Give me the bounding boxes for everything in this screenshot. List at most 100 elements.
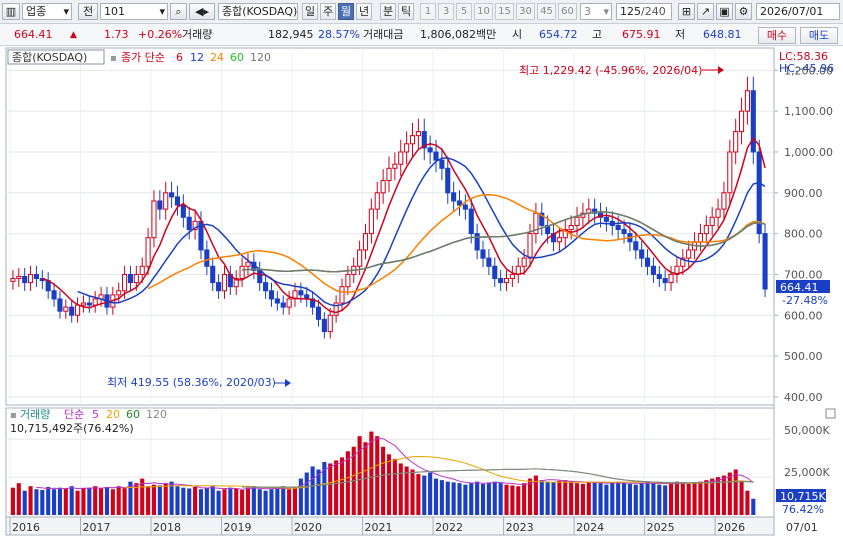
market-select[interactable]: 업종 ▾ [22,3,72,20]
volume-bar [275,486,280,515]
candle-body [174,196,181,206]
ma120-legend: 120 [250,51,271,64]
volume-bar [292,487,298,515]
tab-period-year[interactable]: 년 [356,3,372,20]
prev-button[interactable]: 전 [78,3,98,20]
tab-period-month[interactable]: 월 [338,3,354,20]
time-axis-bg [5,516,775,536]
min-annotation: 최저 419.55 (58.36%, 2020/03) [107,376,276,389]
candle-body [163,192,169,210]
vma5-legend: 5 [92,408,99,421]
interval-5[interactable]: 5 [456,3,472,20]
grid-settings-icon[interactable]: ⊞ [678,3,695,20]
buy-button[interactable]: 매수 [758,27,796,44]
volume-bar [422,475,427,515]
volume-bar [257,489,262,515]
price-panel-title[interactable]: 종합(KOSDAQ) [12,51,87,64]
interval-10[interactable]: 10 [474,3,493,20]
chart-area[interactable]: 종합(KOSDAQ) ▪ 종가 단순 6 12 24 60 120 LC:58.… [0,46,843,537]
volume-bar [287,489,292,515]
interval-30[interactable]: 30 [516,3,535,20]
candle-body [603,216,609,222]
hc-label: HC:-45.96 [779,62,834,75]
tab-period-tick[interactable]: 틱 [398,3,414,20]
candle-body [380,180,386,194]
panel-close-icon[interactable] [825,408,836,419]
candle-body [480,249,486,259]
tab-period-week[interactable]: 주 [320,3,336,20]
interval-15[interactable]: 15 [495,3,514,20]
candle-body [145,237,151,267]
sell-button[interactable]: 매도 [800,27,838,44]
ma24-legend: 24 [210,51,224,64]
gear-icon[interactable]: ⚙ [735,3,752,20]
volume-bar [610,483,615,515]
volume-bar [721,475,726,515]
trend-tool-icon[interactable]: ↗ [697,3,714,20]
volume-bar [680,482,685,515]
candle-body [80,302,87,306]
price-tick-label: 500.00 [784,350,823,363]
candle-body [210,265,216,284]
max-arrow-head [718,66,724,74]
date-field[interactable]: 2026/07/01 [756,3,840,20]
sound-icon[interactable]: ◀▸ [189,3,215,20]
interval-3[interactable]: 3 [438,3,454,20]
candle-body [492,265,498,280]
up-arrow-icon: ▲ [70,30,77,40]
year-label: 2019 [224,521,252,534]
volume-bar [16,483,21,515]
interval-select[interactable]: 3 ▾ [580,3,612,20]
price-legend-label: 종가 단순 [121,51,165,64]
candle-body [75,304,81,316]
volume-current-tag: 10,715K [780,490,826,503]
count-field[interactable]: 125/240 [616,3,672,20]
price-change-pct: +0.26% [138,28,183,41]
candle-body [644,257,651,267]
volume-bar [404,466,409,515]
candle-body [421,131,427,149]
candle-body [633,241,639,251]
save-icon[interactable]: ▣ [716,3,733,20]
volume-bar [557,480,562,515]
interval-45[interactable]: 45 [537,3,556,20]
search-icon[interactable]: ⌕ [170,3,187,20]
volume-tick-50000: 50,000K [784,424,830,437]
candle-body [286,298,292,308]
chart-type-icon[interactable]: ▥ [2,3,20,20]
code-input[interactable]: 101 ▾ [100,3,168,20]
interval-60[interactable]: 60 [558,3,577,20]
price-tick-label: 600.00 [784,309,823,322]
volume-bar [110,489,115,515]
volume-bar [733,469,738,515]
volume-bar [510,485,515,515]
price-tick-label: 800.00 [784,228,823,241]
volume-bar [69,486,74,515]
volume-bar [516,486,521,515]
candle-body [439,159,445,169]
volume-bar [122,487,127,515]
ma-120-line [242,211,766,273]
candle-body [592,208,598,214]
candle-body [739,110,745,133]
volume-bar [151,484,157,515]
candle-body [527,233,533,259]
candle-body [733,131,739,153]
volume-pct: 28.57% [318,28,360,41]
candle-body [721,192,727,210]
candle-body [33,273,39,280]
volume-bar [116,486,121,515]
volume-bar [715,477,721,515]
candle-body [245,261,251,267]
volume-bar [686,483,691,515]
volume-bar [745,490,750,515]
volume-bar [639,483,644,515]
volume-bar [463,484,468,515]
tab-period-day[interactable]: 일 [302,3,318,20]
interval-1[interactable]: 1 [420,3,436,20]
volume-bar [574,483,580,515]
year-label: 2016 [12,521,40,534]
candle-body [321,318,327,333]
tab-period-minute[interactable]: 분 [380,3,396,20]
candle-body [298,290,304,296]
